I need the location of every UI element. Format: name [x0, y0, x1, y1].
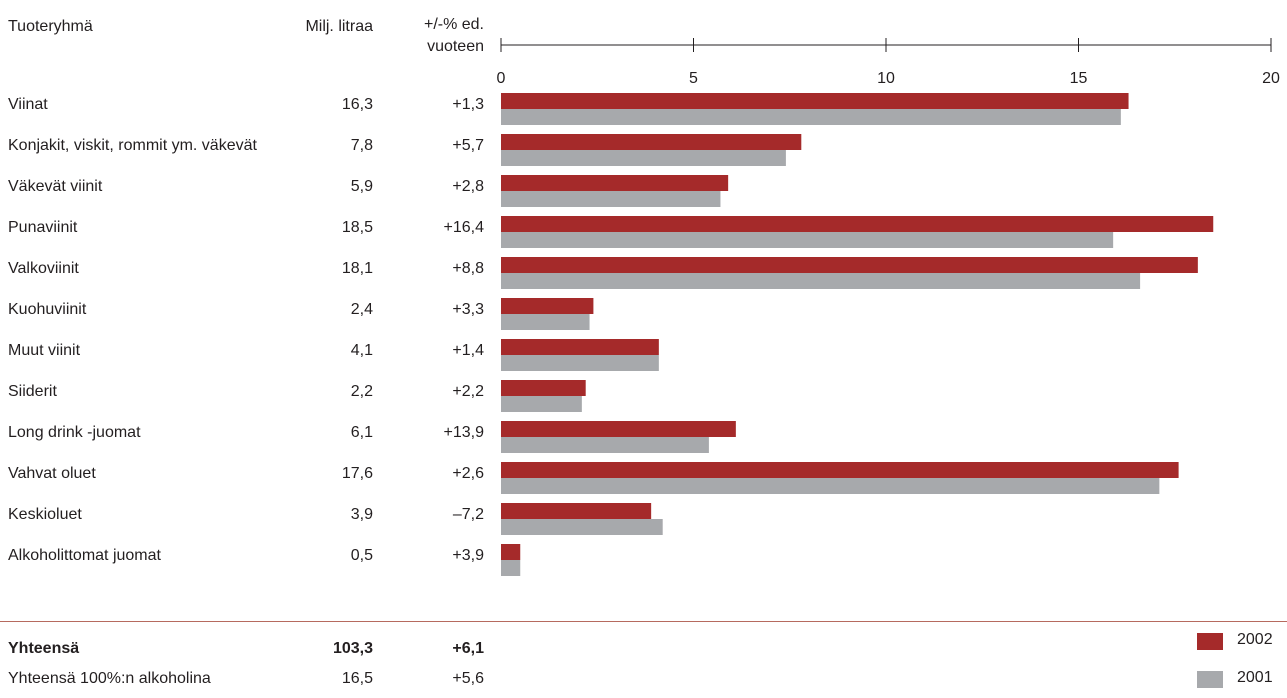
bar-2001 — [501, 396, 582, 412]
total-name: Yhteensä 100%:n alkoholina — [8, 670, 211, 687]
bar-2002 — [501, 462, 1179, 478]
bar-2002 — [501, 216, 1214, 232]
row-name: Valkoviinit — [8, 260, 79, 277]
bar-2001 — [501, 273, 1141, 289]
row-name: Vahvat oluet — [8, 465, 96, 482]
header-change-line1: +/-% ed. — [423, 16, 484, 33]
x-tick-label: 15 — [1070, 70, 1088, 87]
row-change: +3,9 — [452, 547, 484, 564]
bar-2001 — [501, 478, 1160, 494]
total-name: Yhteensä — [8, 640, 80, 657]
total-volume: 16,5 — [341, 670, 373, 687]
row-change: +16,4 — [443, 219, 484, 236]
legend-swatch-2001 — [1197, 671, 1223, 688]
bar-2002 — [501, 339, 659, 355]
row-name: Muut viinit — [8, 342, 81, 359]
row-volume: 4,1 — [350, 342, 373, 359]
total-change: +6,1 — [452, 640, 484, 657]
row-volume: 16,3 — [341, 96, 373, 113]
legend-label-2001: 2001 — [1237, 669, 1273, 686]
row-change: –7,2 — [452, 506, 484, 523]
x-tick-label: 10 — [877, 70, 895, 87]
row-name: Väkevät viinit — [8, 178, 103, 195]
total-volume: 103,3 — [332, 640, 373, 657]
row-change: +2,8 — [452, 178, 484, 195]
bar-2001 — [501, 191, 721, 207]
bar-2002 — [501, 421, 736, 437]
legend-label-2002: 2002 — [1237, 631, 1273, 648]
row-volume: 18,5 — [341, 219, 373, 236]
total-change: +5,6 — [452, 670, 484, 687]
row-name: Long drink -juomat — [8, 424, 141, 441]
bar-2001 — [501, 109, 1121, 125]
row-change: +1,3 — [452, 96, 484, 113]
row-volume: 5,9 — [350, 178, 373, 195]
x-tick-label: 0 — [497, 70, 506, 87]
bar-2002 — [501, 93, 1129, 109]
row-volume: 3,9 — [350, 506, 373, 523]
bar-2001 — [501, 314, 590, 330]
row-volume: 7,8 — [350, 137, 373, 154]
row-volume: 17,6 — [341, 465, 373, 482]
row-change: +1,4 — [452, 342, 484, 359]
row-name: Siiderit — [8, 383, 57, 400]
row-change: +2,6 — [452, 465, 484, 482]
row-name: Alkoholittomat juomat — [8, 547, 161, 564]
row-volume: 6,1 — [350, 424, 373, 441]
row-change: +2,2 — [452, 383, 484, 400]
bar-2001 — [501, 437, 709, 453]
header-change: +/-% ed. vuoteen — [424, 14, 484, 58]
x-tick-label: 5 — [689, 70, 698, 87]
bar-2002 — [501, 175, 729, 191]
bar-2002 — [501, 134, 802, 150]
bar-2002 — [501, 503, 652, 519]
row-name: Keskioluet — [8, 506, 82, 523]
header-product-group: Tuoteryhmä — [8, 18, 93, 35]
row-volume: 0,5 — [350, 547, 373, 564]
x-tick-label: 20 — [1262, 70, 1280, 87]
bar-2001 — [501, 232, 1114, 248]
row-volume: 2,2 — [350, 383, 373, 400]
row-volume: 18,1 — [341, 260, 373, 277]
row-volume: 2,4 — [350, 301, 373, 318]
row-change: +3,3 — [452, 301, 484, 318]
bar-2002 — [501, 380, 586, 396]
divider — [0, 621, 1287, 622]
bar-2002 — [501, 298, 594, 314]
row-change: +5,7 — [452, 137, 484, 154]
bar-2001 — [501, 355, 659, 371]
bar-2002 — [501, 544, 521, 560]
bar-2002 — [501, 257, 1198, 273]
row-name: Kuohuviinit — [8, 301, 87, 318]
bar-2001 — [501, 519, 663, 535]
header-change-line2: vuoteen — [427, 38, 484, 55]
row-name: Punaviinit — [8, 219, 78, 236]
legend-swatch-2002 — [1197, 633, 1223, 650]
bar-2001 — [501, 150, 786, 166]
row-name: Konjakit, viskit, rommit ym. väkevät — [8, 137, 257, 154]
row-change: +8,8 — [452, 260, 484, 277]
row-change: +13,9 — [443, 424, 484, 441]
row-name: Viinat — [8, 96, 48, 113]
header-volume: Milj. litraa — [305, 18, 373, 35]
bar-2001 — [501, 560, 521, 576]
